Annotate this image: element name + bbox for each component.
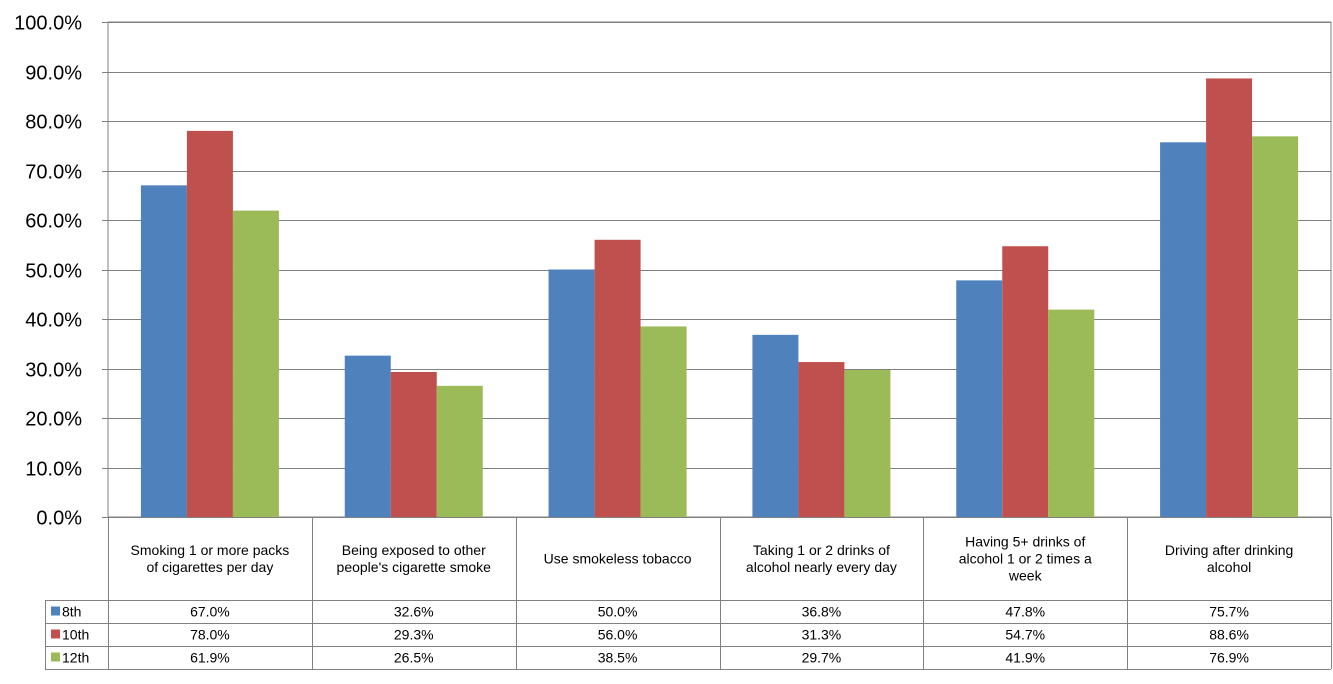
data-cell: 47.8%	[1005, 604, 1045, 620]
y-tick-label: 0.0%	[36, 508, 82, 530]
data-cell: 29.7%	[802, 650, 842, 666]
y-tick-label: 80.0%	[25, 112, 82, 134]
y-tick-label: 50.0%	[25, 261, 82, 283]
category-label: Smoking 1 or more packs	[131, 542, 290, 558]
y-axis-tick-labels: 0.0% 10.0% 20.0% 30.0% 40.0% 50.0% 60.0% 70.0% 8…	[14, 13, 82, 530]
bar	[844, 369, 891, 517]
data-cell: 61.9%	[190, 650, 230, 666]
legend-key	[51, 652, 60, 662]
y-tick-label: 30.0%	[25, 360, 82, 382]
data-cell: 38.5%	[598, 650, 638, 666]
bar	[1252, 136, 1299, 517]
data-cell: 78.0%	[190, 627, 230, 643]
data-cell: 29.3%	[394, 627, 434, 643]
bar	[752, 334, 799, 517]
y-tick-label: 70.0%	[25, 162, 82, 184]
bar	[1160, 142, 1207, 517]
bar	[640, 326, 687, 517]
y-tick-label: 90.0%	[25, 63, 82, 85]
bars	[140, 78, 1299, 518]
category-label: Use smokeless tobacco	[544, 551, 692, 567]
bar	[798, 362, 845, 517]
series-label: 10th	[62, 627, 89, 643]
data-cell: 88.6%	[1209, 627, 1249, 643]
bar	[390, 371, 437, 517]
legend-key	[51, 629, 60, 639]
bar	[956, 280, 1003, 517]
bar	[594, 239, 641, 518]
series-label: 12th	[62, 650, 89, 666]
data-cell: 54.7%	[1005, 627, 1045, 643]
bar	[1206, 78, 1253, 518]
y-tick-label: 60.0%	[25, 211, 82, 233]
bar	[1048, 309, 1095, 517]
category-label: Taking 1 or 2 drinks of	[753, 542, 890, 558]
category-label: people's cigarette smoke	[337, 559, 492, 575]
gridlines	[102, 21, 1332, 518]
data-cell: 32.6%	[394, 604, 434, 620]
data-cell: 50.0%	[598, 604, 638, 620]
legend-key	[51, 606, 60, 616]
y-tick-label: 20.0%	[25, 409, 82, 431]
data-cell: 75.7%	[1209, 604, 1249, 620]
category-label: Having 5+ drinks of	[965, 534, 1085, 550]
data-cell: 56.0%	[598, 627, 638, 643]
bar	[232, 210, 279, 517]
category-label: alcohol nearly every day	[746, 559, 897, 575]
data-cell: 41.9%	[1005, 650, 1045, 666]
bar	[140, 185, 187, 517]
data-cell: 76.9%	[1209, 650, 1249, 666]
category-label: Driving after drinking	[1165, 542, 1293, 558]
y-tick-label: 100.0%	[14, 13, 82, 35]
bar	[548, 269, 595, 517]
bar	[186, 130, 233, 517]
category-label: Being exposed to other	[342, 542, 486, 558]
y-tick-label: 10.0%	[25, 459, 82, 481]
bar	[1002, 246, 1049, 518]
category-label: of cigarettes per day	[146, 559, 273, 575]
series-label: 8th	[62, 604, 81, 620]
bar	[436, 385, 483, 517]
data-cell: 31.3%	[802, 627, 842, 643]
plot-area-border	[107, 21, 1332, 518]
category-label: alcohol 1 or 2 times a	[959, 551, 1092, 567]
data-cell: 36.8%	[802, 604, 842, 620]
data-cell: 67.0%	[190, 604, 230, 620]
bar	[344, 355, 391, 517]
category-label: alcohol	[1207, 559, 1251, 575]
category-label: week	[1008, 568, 1043, 584]
y-tick-label: 40.0%	[25, 310, 82, 332]
data-cell: 26.5%	[394, 650, 434, 666]
